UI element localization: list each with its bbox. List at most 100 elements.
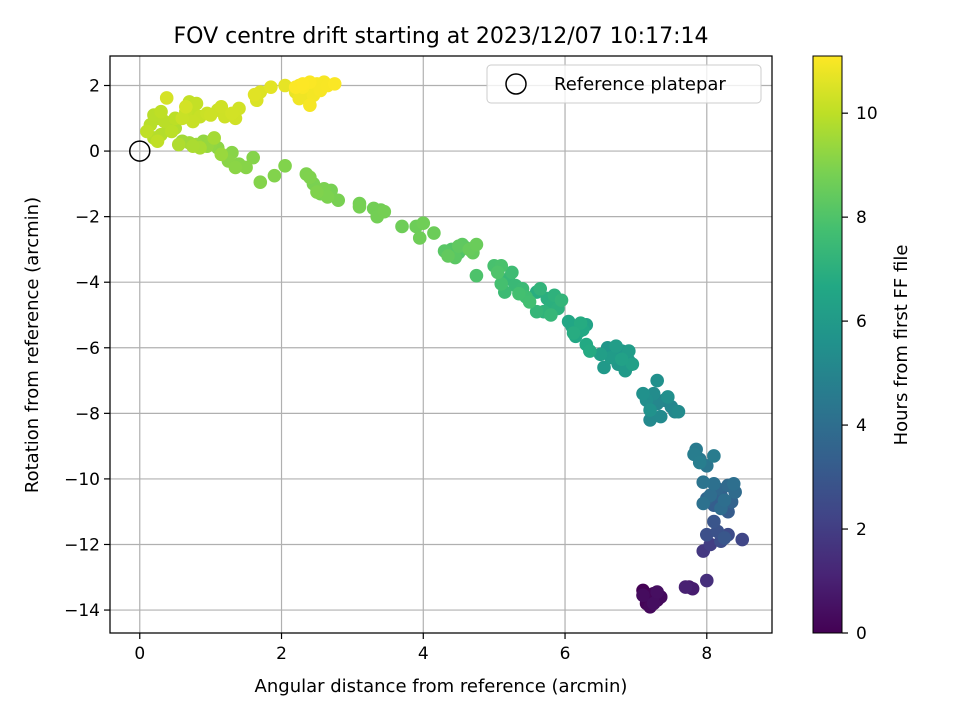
data-point bbox=[707, 514, 721, 529]
colorbar-tick-label: 4 bbox=[856, 416, 867, 436]
data-point bbox=[650, 373, 664, 388]
reference-marker bbox=[129, 140, 151, 162]
data-point bbox=[505, 265, 519, 280]
data-point bbox=[646, 596, 661, 611]
x-tick-label: 8 bbox=[701, 644, 712, 664]
data-point bbox=[278, 78, 292, 93]
plot-area-frame bbox=[109, 55, 773, 634]
y-tick-label: −10 bbox=[64, 470, 100, 490]
data-point bbox=[295, 77, 310, 91]
data-point bbox=[583, 344, 597, 358]
data-point bbox=[609, 339, 623, 353]
data-point bbox=[352, 200, 367, 214]
legend-entry-reference: Reference platepar bbox=[554, 74, 726, 95]
data-point bbox=[625, 357, 640, 371]
y-tick-label: 0 bbox=[89, 142, 100, 162]
data-point bbox=[278, 159, 292, 173]
data-point bbox=[533, 281, 548, 296]
x-tick-label: 0 bbox=[134, 644, 145, 664]
reference-point bbox=[129, 140, 151, 162]
data-point bbox=[377, 204, 392, 219]
data-points bbox=[140, 75, 750, 614]
y-tick-label: −12 bbox=[64, 535, 100, 555]
colorbar-tick-label: 6 bbox=[856, 312, 867, 332]
data-point bbox=[150, 134, 165, 149]
data-point bbox=[189, 96, 204, 111]
data-point bbox=[451, 239, 466, 253]
data-point bbox=[412, 231, 427, 245]
data-point bbox=[331, 193, 346, 208]
data-point bbox=[696, 475, 711, 489]
data-point bbox=[140, 124, 154, 139]
y-tick-label: −2 bbox=[75, 208, 100, 228]
data-point bbox=[653, 409, 668, 424]
data-point bbox=[253, 175, 268, 190]
colorbar-tick-label: 2 bbox=[856, 520, 867, 540]
y-tick-label: −4 bbox=[75, 273, 100, 293]
data-point bbox=[566, 326, 581, 340]
data-point bbox=[395, 219, 409, 234]
data-point bbox=[593, 347, 608, 362]
data-point bbox=[303, 170, 317, 185]
data-point bbox=[469, 268, 484, 283]
data-point bbox=[661, 390, 675, 404]
data-point bbox=[544, 308, 558, 322]
data-point bbox=[597, 360, 611, 375]
data-point bbox=[225, 106, 239, 121]
colorbar-label: Hours from first FF file bbox=[891, 245, 912, 446]
data-point bbox=[561, 314, 576, 329]
colorbar-tick-label: 10 bbox=[856, 104, 878, 124]
data-point bbox=[186, 114, 200, 129]
data-point bbox=[207, 131, 221, 145]
data-point bbox=[154, 104, 168, 119]
data-point bbox=[441, 249, 455, 263]
data-point bbox=[696, 496, 711, 511]
colorbar-tick-label: 8 bbox=[856, 208, 867, 228]
data-point bbox=[699, 527, 714, 542]
data-point bbox=[469, 237, 484, 252]
data-point bbox=[203, 108, 218, 122]
data-point bbox=[717, 493, 732, 508]
data-point bbox=[522, 295, 537, 309]
data-point bbox=[247, 87, 262, 102]
data-point bbox=[292, 91, 307, 106]
data-point bbox=[699, 573, 714, 588]
data-point bbox=[214, 147, 229, 162]
data-point bbox=[264, 80, 278, 94]
data-point bbox=[650, 585, 664, 599]
data-point bbox=[735, 532, 750, 547]
data-point bbox=[643, 413, 657, 427]
legend: Reference platepar bbox=[486, 64, 762, 104]
data-point bbox=[554, 293, 569, 308]
data-point bbox=[726, 477, 741, 491]
x-tick-label: 6 bbox=[560, 644, 571, 664]
data-point bbox=[717, 531, 732, 545]
data-point bbox=[707, 477, 721, 491]
data-point bbox=[164, 124, 179, 139]
chart-title: FOV centre drift starting at 2023/12/07 … bbox=[174, 24, 709, 49]
data-point bbox=[228, 160, 243, 175]
x-axis-label: Angular distance from reference (arcmin) bbox=[255, 676, 628, 697]
data-point bbox=[692, 455, 707, 470]
data-point bbox=[327, 77, 342, 91]
x-axis-ticks: 0 2 4 6 8 bbox=[134, 633, 712, 664]
data-point bbox=[512, 286, 526, 301]
data-point bbox=[678, 580, 693, 594]
data-point bbox=[707, 449, 721, 463]
y-axis-label: Rotation from reference (arcmin) bbox=[22, 197, 43, 493]
data-point bbox=[490, 265, 505, 280]
data-point bbox=[604, 350, 618, 365]
data-point bbox=[267, 168, 282, 183]
data-point bbox=[416, 216, 431, 230]
grid-lines bbox=[110, 56, 772, 633]
x-tick-label: 4 bbox=[418, 644, 429, 664]
x-tick-label: 2 bbox=[276, 644, 287, 664]
data-point bbox=[494, 277, 509, 291]
data-point bbox=[320, 190, 335, 204]
data-point bbox=[427, 226, 441, 240]
colorbar-tick-label: 0 bbox=[856, 624, 867, 644]
data-point bbox=[214, 100, 229, 114]
data-point bbox=[246, 150, 260, 165]
y-axis-ticks: 2 0 −2 −4 −6 −8 −10 −12 −14 bbox=[64, 77, 110, 621]
colorbar bbox=[812, 55, 843, 634]
